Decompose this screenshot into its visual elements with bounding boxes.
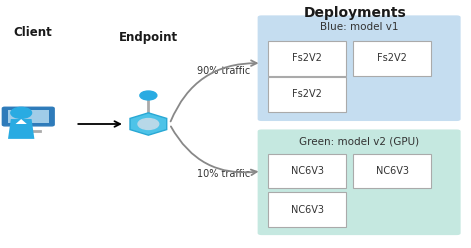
FancyBboxPatch shape (268, 192, 346, 227)
Text: NC6V3: NC6V3 (375, 166, 409, 176)
FancyBboxPatch shape (2, 107, 54, 126)
Text: Fs2V2: Fs2V2 (377, 53, 407, 63)
FancyBboxPatch shape (258, 129, 461, 235)
FancyBboxPatch shape (268, 41, 346, 76)
Polygon shape (130, 113, 167, 135)
FancyBboxPatch shape (268, 77, 346, 112)
FancyBboxPatch shape (268, 154, 346, 188)
FancyArrowPatch shape (171, 126, 257, 175)
FancyArrowPatch shape (171, 60, 257, 122)
Circle shape (11, 107, 32, 118)
Polygon shape (16, 119, 27, 124)
Text: NC6V3: NC6V3 (291, 166, 324, 176)
Text: 90% traffic: 90% traffic (197, 66, 251, 76)
Polygon shape (8, 119, 34, 139)
Circle shape (138, 119, 159, 129)
Text: Deployments: Deployments (304, 6, 407, 20)
FancyBboxPatch shape (353, 41, 431, 76)
Text: NC6V3: NC6V3 (291, 205, 324, 215)
Text: Blue: model v1: Blue: model v1 (320, 22, 398, 32)
Circle shape (140, 91, 157, 100)
FancyBboxPatch shape (8, 110, 49, 123)
FancyBboxPatch shape (353, 154, 431, 188)
Text: Fs2V2: Fs2V2 (292, 89, 322, 99)
Text: Client: Client (14, 26, 52, 39)
Text: Endpoint: Endpoint (119, 31, 178, 44)
Text: Fs2V2: Fs2V2 (292, 53, 322, 63)
Text: Green: model v2 (GPU): Green: model v2 (GPU) (299, 136, 419, 146)
Text: 10% traffic: 10% traffic (197, 169, 251, 179)
FancyBboxPatch shape (258, 15, 461, 121)
